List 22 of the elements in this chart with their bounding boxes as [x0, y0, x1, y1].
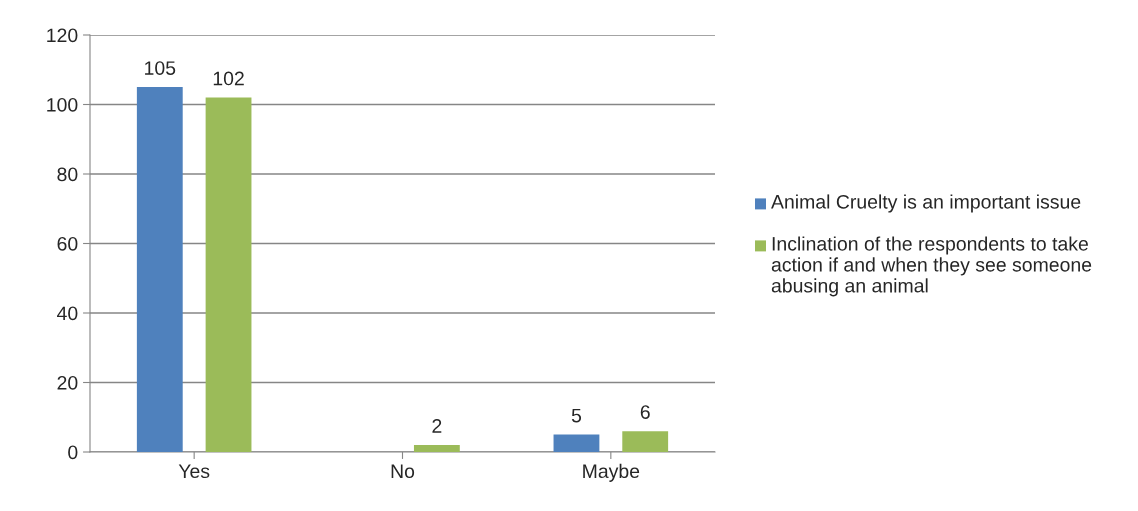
data-label: 2 [432, 419, 442, 433]
legend-label: Inclination of the respondents to take action if and when they see someone abusing an animal [771, 236, 1092, 297]
data-label: 105 [145, 61, 176, 75]
bar [136, 87, 183, 452]
bar [553, 434, 600, 452]
legend-label: Animal Cruelty is an important issue [771, 194, 1081, 213]
y-tick-label: 40 [57, 306, 78, 321]
y-tick-label: 100 [47, 97, 78, 112]
bar [205, 97, 252, 452]
data-label: 6 [640, 405, 650, 419]
y-tick-label: 20 [57, 375, 78, 390]
y-tick-label: 60 [57, 236, 78, 251]
bar [622, 431, 669, 452]
y-tick-label: 80 [57, 167, 78, 182]
y-tick-label: 0 [68, 445, 78, 460]
y-tick-label: 120 [47, 28, 78, 43]
data-label: 102 [213, 71, 244, 86]
bar [413, 445, 460, 452]
x-tick-label: Yes [178, 464, 210, 479]
data-label: 5 [571, 408, 582, 423]
x-tick-label: No [391, 464, 415, 479]
x-tick-label: Maybe [583, 463, 640, 482]
